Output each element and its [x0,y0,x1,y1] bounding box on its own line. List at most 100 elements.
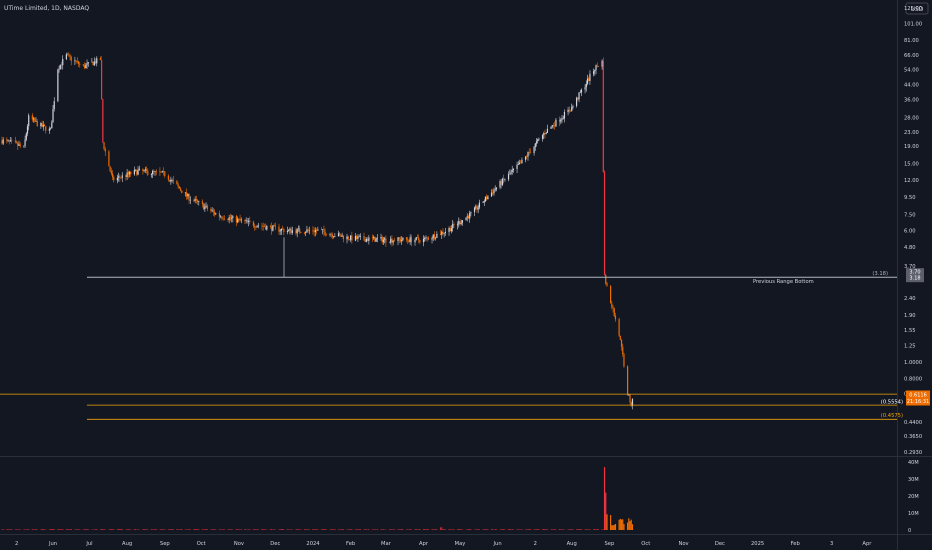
candle-body [511,170,513,172]
volume-bar [452,529,454,530]
candle-body [85,64,87,69]
volume-bar [76,529,78,530]
candle-body [342,235,344,240]
volume-bar [313,529,315,530]
volume-bar [127,529,129,530]
candle-body [392,240,394,243]
volume-bar [223,529,225,530]
candle-body [227,219,229,220]
candle-body [490,192,493,197]
candle-body [49,128,52,129]
volume-bar [461,529,463,530]
volume-bar [45,529,47,530]
volume-bar [359,529,361,530]
volume-bar [101,529,103,530]
volume-bar [278,529,280,530]
volume-bar [297,529,299,530]
volume-bar [42,529,44,530]
candle-body [614,316,617,320]
candle-body [346,236,348,240]
price-axis[interactable]: 125.00 101.00 81.00 66.00 54.00 44.00 36.00 28.… [904,6,922,456]
candle-body [206,205,208,209]
volume-bar [215,529,217,530]
candle-body [629,394,631,403]
candle-body [458,221,460,225]
price-tick-label: 7.50 [904,212,916,218]
volume-bar [550,529,552,530]
volume-bar [418,529,420,530]
candle-body [266,225,268,230]
candle-body [391,238,393,243]
candle-body [610,285,612,304]
candle-body [365,239,368,242]
time-tick-label: Feb [346,541,356,547]
candle-body [376,238,378,239]
candle-body [612,307,614,309]
candle-body [273,225,275,226]
volume-bar [520,529,522,530]
volume-bar [125,529,127,530]
price-tick-label: 54.00 [904,68,919,74]
candle-body [155,171,157,172]
volume-bar [194,529,196,530]
volume-bar [482,529,484,530]
volume-bar [35,529,37,530]
time-tick-label: Sep [160,541,170,547]
volume-bar [572,529,574,530]
candle-body [431,238,433,240]
range-axis-tag-lower: 3.18 [909,276,920,282]
volume-bar [503,529,505,530]
volume-bar [172,529,174,530]
candle-body [204,206,206,210]
candle-body [596,65,598,67]
candle-body [171,180,173,181]
volume-axis: 40M 30M 20M 10M 0 [908,460,919,534]
candle-body [560,119,562,122]
candle-body [550,126,552,129]
volume-bar [357,529,359,530]
volume-bar [371,529,374,530]
candle-body [432,234,434,239]
candle-body [585,83,587,88]
volume-bar [193,529,195,530]
candle-body [188,194,190,201]
candle-body [453,223,455,226]
volume-bar [535,529,538,530]
volume-bar [288,529,290,530]
candle-body [331,234,334,237]
volume-bar [351,529,353,530]
candle-body [401,240,403,242]
candle-body [254,225,256,228]
volume-bar [456,529,459,530]
volume-bar [220,529,222,530]
candle-body [249,220,251,222]
volume-bar [348,529,351,530]
candle-body [320,229,323,231]
volume-bar [435,529,437,530]
candle-body [398,237,400,240]
volume-bar [227,529,229,530]
candle-body [75,60,77,62]
volume-bar [144,529,146,530]
candle-body [567,109,569,113]
candle-body [212,210,214,212]
candle-body [509,173,511,175]
candle-body [87,62,89,64]
time-axis[interactable]: 2 Jun Jul Aug Sep Oct Nov Dec 2024 Feb Mar Apr May Ju… [15,541,872,547]
currency-button[interactable] [905,2,929,15]
price-tick-label: 9.50 [904,195,916,201]
volume-bar [104,529,106,530]
candle-body [518,162,521,165]
time-tick-label: May [455,541,466,547]
volume-bar [442,529,444,530]
time-tick-label: 2 [534,541,537,547]
volume-bar [459,529,461,530]
volume-bar [133,529,136,530]
volume-bar [627,522,629,530]
volume-bar [167,529,170,530]
candle-body [586,78,589,84]
candle-body [211,210,213,211]
volume-bar [320,529,323,530]
volume-bar [257,529,259,530]
